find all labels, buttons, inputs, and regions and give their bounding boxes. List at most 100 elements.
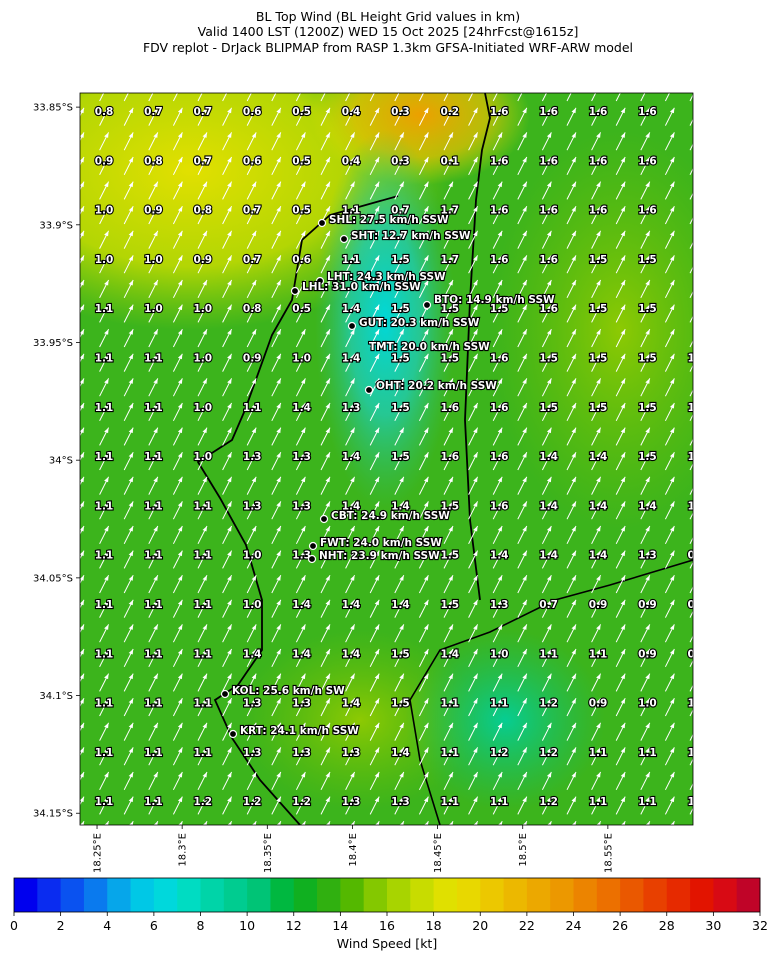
grid-value: 1.4 (589, 500, 608, 512)
wind-arrow-head (497, 304, 503, 311)
wind-arrow-head (399, 132, 404, 138)
wind-arrow-head (423, 501, 429, 507)
wind-arrow-head (497, 673, 503, 680)
wind-arrow-head (325, 747, 330, 753)
grid-value: 0.9 (243, 353, 262, 365)
wind-arrow (541, 93, 548, 102)
wind-arrow-head (473, 403, 478, 409)
wind-arrow-head (423, 280, 429, 286)
wind-arrow-head (153, 329, 158, 335)
wind-arrow-head (300, 181, 306, 188)
colorbar-segment (643, 878, 668, 912)
grid-value: 0.9 (589, 698, 608, 710)
wind-arrow-head (423, 206, 429, 212)
wind-arrow-head (571, 747, 576, 753)
wind-arrow-head (227, 698, 232, 704)
wind-arrow-head (202, 132, 207, 138)
grid-value: 1.3 (638, 550, 657, 562)
wind-arrow-head (423, 796, 429, 803)
wind-arrow-head (645, 772, 650, 778)
grid-value: 1.4 (342, 451, 361, 463)
wind-arrow-head (374, 280, 380, 286)
wind-arrow-head (374, 772, 380, 778)
grid-value: 1.3 (342, 796, 361, 808)
wind-arrow-head (620, 550, 626, 557)
wind-arrow-head (325, 526, 330, 532)
wind-arrow-head (497, 403, 503, 409)
colorbar-segment (200, 878, 225, 912)
grid-value: 0.9 (589, 599, 608, 611)
wind-arrow-head (153, 378, 158, 384)
wind-arrow-head (695, 674, 700, 680)
wind-arrow-head (448, 329, 453, 335)
grid-value: 0.7 (144, 106, 163, 118)
grid-value: 1.7 (440, 205, 459, 217)
grid-value: 1.5 (638, 254, 657, 266)
wind-arrow-head (227, 476, 232, 483)
grid-value: 1.0 (193, 402, 212, 414)
wind-arrow-head (399, 329, 404, 335)
wind-arrow-head (153, 132, 158, 138)
colorbar-tick-label: 30 (705, 918, 721, 933)
wind-arrow-head (695, 403, 700, 409)
wind-arrow (197, 93, 203, 102)
grid-value: 0.5 (292, 155, 311, 167)
wind-arrow-head (522, 452, 527, 458)
wind-arrow-head (276, 83, 281, 89)
wind-arrow-head (350, 649, 355, 655)
wind-arrow-head (325, 329, 330, 335)
wind-arrow-head (497, 230, 503, 237)
wind-arrow-head (325, 501, 330, 507)
wind-arrow-head (399, 673, 404, 680)
grid-value: 1.6 (539, 254, 558, 266)
wind-arrow-head (620, 624, 626, 630)
wind-arrow-head (153, 673, 158, 680)
wind-arrow-head (645, 304, 650, 311)
wind-arrow-head (251, 255, 257, 261)
wind-arrow-head (104, 575, 109, 581)
station-label: TMT: 20.0 km/h SSW (369, 341, 490, 353)
grid-value: 0.9 (95, 155, 114, 167)
wind-arrow-head (645, 353, 650, 360)
lat-tick-label: 34.15°S (33, 809, 73, 820)
grid-value: 1.2 (539, 747, 558, 759)
wind-arrow-head (227, 427, 232, 434)
wind-arrow-head (301, 83, 306, 89)
grid-value: 1.4 (342, 698, 361, 710)
wind-arrow-head (669, 230, 675, 237)
wind-arrow-head (522, 599, 527, 606)
grid-value: 1.1 (193, 550, 212, 562)
colorbar-segment (247, 878, 271, 912)
station-dot (364, 385, 374, 395)
station-dot (307, 554, 317, 564)
wind-arrow-head (227, 206, 232, 212)
wind-arrow-head (153, 624, 158, 630)
wind-arrow-head (227, 550, 232, 557)
wind-arrow-head (620, 796, 626, 803)
wind-arrow-head (596, 255, 601, 261)
wind-arrow-head (251, 403, 257, 409)
grid-value: 1.0 (687, 698, 706, 710)
wind-arrow-head (522, 157, 527, 163)
wind-arrow-head (546, 624, 552, 630)
wind-arrow-head (325, 796, 330, 803)
wind-arrow-head (571, 722, 576, 729)
wind-arrow-head (571, 353, 576, 360)
wind-arrow-head (300, 378, 306, 384)
wind-arrow-head (645, 599, 650, 606)
colorbar-segment (433, 878, 458, 912)
wind-arrow-head (596, 230, 601, 237)
grid-value: 1.4 (342, 303, 361, 315)
wind-arrow-head (645, 206, 650, 212)
wind-arrow-head (546, 526, 552, 532)
wind-arrow-head (80, 427, 84, 434)
wind-arrow (664, 93, 671, 102)
wind-arrow-head (473, 722, 478, 729)
wind-arrow-head (448, 599, 453, 606)
wind-arrow (689, 315, 693, 323)
wind-arrow-head (128, 452, 134, 458)
wind-arrow-head (596, 353, 601, 360)
colorbar-segment (37, 878, 62, 912)
wind-arrow-head (695, 231, 700, 237)
grid-value: 1.6 (440, 402, 459, 414)
